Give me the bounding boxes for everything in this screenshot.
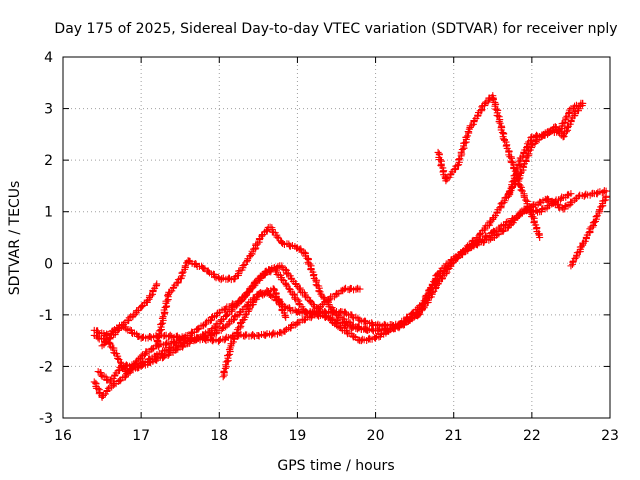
series-track-f bbox=[153, 223, 372, 350]
x-tick-label: 22 bbox=[523, 428, 541, 444]
y-tick-label: 2 bbox=[44, 153, 53, 169]
x-tick-label: 21 bbox=[445, 428, 463, 444]
y-tick-label: 0 bbox=[44, 256, 53, 272]
chart-title: Day 175 of 2025, Sidereal Day-to-day VTE… bbox=[54, 21, 617, 37]
y-tick-label: 4 bbox=[44, 50, 53, 66]
plot-frame bbox=[62, 56, 611, 419]
series-track-d bbox=[94, 284, 364, 386]
data-series bbox=[90, 92, 610, 401]
plus-markers bbox=[504, 99, 587, 200]
x-tick-label: 16 bbox=[54, 428, 72, 444]
plus-markers bbox=[434, 92, 544, 241]
series-track-g bbox=[219, 285, 290, 381]
plus-markers bbox=[153, 223, 372, 350]
series-track-h bbox=[434, 92, 544, 241]
plus-markers bbox=[219, 285, 290, 381]
y-tick-label: -1 bbox=[39, 308, 53, 324]
y-tick-label: -2 bbox=[39, 359, 53, 375]
y-tick-label: 1 bbox=[44, 205, 53, 221]
y-axis-label: SDTVAR / TECUs bbox=[7, 181, 23, 296]
x-tick-label: 20 bbox=[367, 428, 385, 444]
plus-markers bbox=[94, 284, 364, 386]
y-tick-label: 3 bbox=[44, 102, 53, 118]
x-tick-label: 18 bbox=[210, 428, 228, 444]
plus-markers bbox=[98, 280, 161, 350]
plus-markers bbox=[567, 192, 610, 270]
series-track-j bbox=[567, 192, 610, 270]
x-tick-label: 23 bbox=[601, 428, 619, 444]
series-track-e bbox=[98, 280, 161, 350]
x-tick-label: 19 bbox=[289, 428, 307, 444]
y-tick-label: -3 bbox=[39, 411, 53, 427]
x-axis-label: GPS time / hours bbox=[277, 458, 394, 474]
x-tick-label: 17 bbox=[132, 428, 150, 444]
series-track-i bbox=[504, 99, 587, 200]
